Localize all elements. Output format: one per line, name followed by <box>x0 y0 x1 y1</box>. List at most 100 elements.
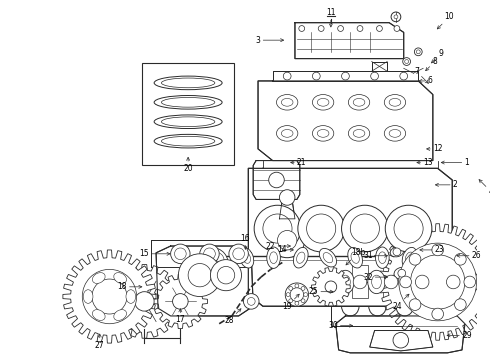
Circle shape <box>295 301 299 305</box>
Ellipse shape <box>281 98 293 106</box>
Bar <box>142 63 234 166</box>
Circle shape <box>270 223 305 258</box>
Circle shape <box>325 281 337 293</box>
Text: 17: 17 <box>175 309 185 324</box>
Circle shape <box>285 283 309 306</box>
Text: 1: 1 <box>441 158 469 167</box>
Circle shape <box>188 264 211 287</box>
Ellipse shape <box>399 270 416 294</box>
Circle shape <box>400 276 412 288</box>
Polygon shape <box>336 316 465 353</box>
Circle shape <box>283 72 291 80</box>
Text: 11: 11 <box>326 9 336 27</box>
Circle shape <box>318 26 324 31</box>
Ellipse shape <box>384 95 406 110</box>
Ellipse shape <box>294 247 308 268</box>
Circle shape <box>82 269 137 324</box>
Circle shape <box>301 299 305 303</box>
Circle shape <box>298 205 344 252</box>
Ellipse shape <box>242 252 250 263</box>
Ellipse shape <box>318 130 329 137</box>
Circle shape <box>432 244 443 256</box>
Text: 29: 29 <box>447 331 472 340</box>
Ellipse shape <box>389 130 401 137</box>
Text: 27: 27 <box>95 334 104 350</box>
Ellipse shape <box>296 252 305 263</box>
Ellipse shape <box>281 130 293 137</box>
Ellipse shape <box>348 95 370 110</box>
Circle shape <box>411 255 465 309</box>
Circle shape <box>279 190 295 205</box>
Circle shape <box>398 269 406 277</box>
Circle shape <box>338 26 343 31</box>
Circle shape <box>295 284 299 288</box>
Text: 28: 28 <box>224 309 241 325</box>
Ellipse shape <box>465 275 475 289</box>
Circle shape <box>409 253 421 265</box>
Ellipse shape <box>402 247 417 268</box>
Circle shape <box>172 294 188 309</box>
Ellipse shape <box>353 98 365 106</box>
Ellipse shape <box>276 126 298 141</box>
Ellipse shape <box>126 290 136 303</box>
Circle shape <box>217 266 235 284</box>
Ellipse shape <box>313 95 334 110</box>
Text: 18: 18 <box>117 282 142 291</box>
Ellipse shape <box>93 273 105 283</box>
Bar <box>371 62 387 71</box>
Text: 15: 15 <box>140 249 170 258</box>
Ellipse shape <box>161 117 215 127</box>
Circle shape <box>200 244 219 264</box>
Ellipse shape <box>154 76 222 90</box>
Ellipse shape <box>323 253 333 263</box>
Bar <box>352 265 368 298</box>
Text: 6: 6 <box>419 76 432 85</box>
Text: 22: 22 <box>266 242 291 251</box>
Circle shape <box>432 308 443 320</box>
Bar <box>445 265 461 298</box>
Ellipse shape <box>394 267 410 279</box>
Circle shape <box>350 214 379 243</box>
Text: 14: 14 <box>277 246 294 255</box>
Ellipse shape <box>319 248 337 267</box>
Circle shape <box>394 214 423 243</box>
Ellipse shape <box>434 275 443 289</box>
Ellipse shape <box>403 275 413 289</box>
Circle shape <box>171 244 190 264</box>
Text: 20: 20 <box>183 157 193 173</box>
Ellipse shape <box>318 98 329 106</box>
Text: 19: 19 <box>282 294 299 311</box>
Polygon shape <box>272 71 418 81</box>
Bar <box>415 265 430 298</box>
Circle shape <box>394 15 398 19</box>
Circle shape <box>247 297 255 305</box>
Bar <box>383 265 399 298</box>
Polygon shape <box>312 267 350 306</box>
Text: 24: 24 <box>392 294 409 311</box>
Ellipse shape <box>93 310 105 320</box>
Polygon shape <box>156 246 253 316</box>
Circle shape <box>446 275 460 289</box>
Ellipse shape <box>461 270 479 294</box>
Text: 4: 4 <box>479 180 490 196</box>
Ellipse shape <box>384 126 406 141</box>
Ellipse shape <box>368 270 385 294</box>
Circle shape <box>174 248 186 260</box>
Ellipse shape <box>270 252 277 264</box>
Circle shape <box>393 248 401 256</box>
Circle shape <box>96 283 123 310</box>
Circle shape <box>403 58 411 66</box>
Ellipse shape <box>154 95 222 109</box>
Circle shape <box>135 292 154 311</box>
Circle shape <box>263 214 292 243</box>
Polygon shape <box>279 199 295 219</box>
Ellipse shape <box>161 98 215 107</box>
Ellipse shape <box>351 252 359 263</box>
Circle shape <box>269 172 284 188</box>
Ellipse shape <box>389 98 401 106</box>
Circle shape <box>342 205 388 252</box>
Ellipse shape <box>353 130 365 137</box>
Circle shape <box>92 279 127 314</box>
Ellipse shape <box>161 136 215 146</box>
Circle shape <box>384 275 398 289</box>
